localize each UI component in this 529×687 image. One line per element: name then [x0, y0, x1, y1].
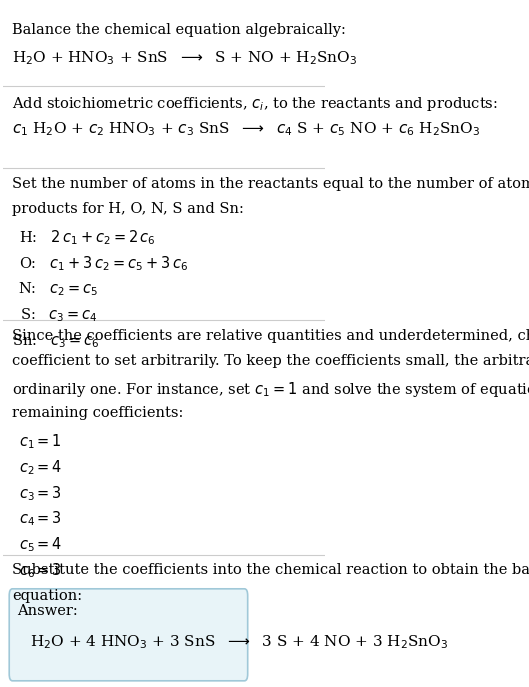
Text: $c_1$ H$_2$O + $c_2$ HNO$_3$ + $c_3$ SnS  $\longrightarrow$  $c_4$ S + $c_5$ NO : $c_1$ H$_2$O + $c_2$ HNO$_3$ + $c_3$ SnS…	[13, 121, 481, 138]
Text: H$_2$O + 4 HNO$_3$ + 3 SnS  $\longrightarrow$  3 S + 4 NO + 3 H$_2$SnO$_3$: H$_2$O + 4 HNO$_3$ + 3 SnS $\longrightar…	[30, 633, 448, 651]
Text: S:   $c_3 = c_4$: S: $c_3 = c_4$	[20, 306, 97, 324]
Text: equation:: equation:	[13, 589, 83, 602]
Text: $c_3 = 3$: $c_3 = 3$	[19, 484, 62, 503]
Text: Sn:   $c_3 = c_6$: Sn: $c_3 = c_6$	[13, 332, 99, 350]
Text: $c_6 = 3$: $c_6 = 3$	[19, 561, 62, 581]
FancyBboxPatch shape	[9, 589, 248, 681]
Text: N:   $c_2 = c_5$: N: $c_2 = c_5$	[18, 280, 98, 298]
Text: $c_4 = 3$: $c_4 = 3$	[19, 510, 62, 528]
Text: $c_5 = 4$: $c_5 = 4$	[19, 536, 62, 554]
Text: coefficient to set arbitrarily. To keep the coefficients small, the arbitrary va: coefficient to set arbitrarily. To keep …	[13, 354, 529, 368]
Text: Set the number of atoms in the reactants equal to the number of atoms in the: Set the number of atoms in the reactants…	[13, 177, 529, 190]
Text: Since the coefficients are relative quantities and underdetermined, choose a: Since the coefficients are relative quan…	[13, 328, 529, 343]
Text: H$_2$O + HNO$_3$ + SnS  $\longrightarrow$  S + NO + H$_2$SnO$_3$: H$_2$O + HNO$_3$ + SnS $\longrightarrow$…	[13, 49, 358, 67]
Text: Substitute the coefficients into the chemical reaction to obtain the balanced: Substitute the coefficients into the che…	[13, 563, 529, 577]
Text: H:   $2\,c_1 + c_2 = 2\,c_6$: H: $2\,c_1 + c_2 = 2\,c_6$	[19, 228, 156, 247]
Text: ordinarily one. For instance, set $c_1 = 1$ and solve the system of equations fo: ordinarily one. For instance, set $c_1 =…	[13, 381, 529, 399]
Text: $c_2 = 4$: $c_2 = 4$	[19, 458, 62, 477]
Text: Add stoichiometric coefficients, $c_i$, to the reactants and products:: Add stoichiometric coefficients, $c_i$, …	[13, 95, 498, 113]
Text: O:   $c_1 + 3\,c_2 = c_5 + 3\,c_6$: O: $c_1 + 3\,c_2 = c_5 + 3\,c_6$	[19, 254, 188, 273]
Text: products for H, O, N, S and Sn:: products for H, O, N, S and Sn:	[13, 203, 244, 216]
Text: $c_1 = 1$: $c_1 = 1$	[19, 432, 62, 451]
Text: remaining coefficients:: remaining coefficients:	[13, 406, 184, 420]
Text: Balance the chemical equation algebraically:: Balance the chemical equation algebraica…	[13, 23, 346, 37]
Text: Answer:: Answer:	[17, 604, 78, 618]
